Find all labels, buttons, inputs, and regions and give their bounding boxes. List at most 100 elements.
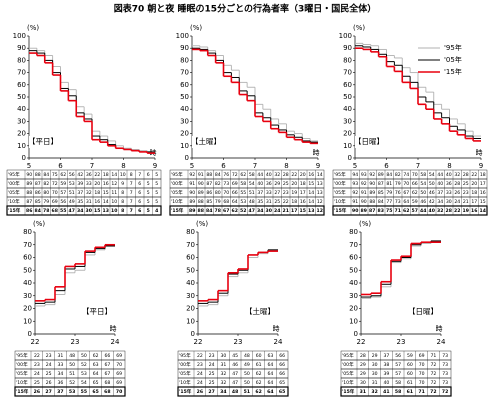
table-cell: 5 xyxy=(155,181,158,187)
x-tick-label: 22 xyxy=(31,338,40,346)
table-cell: 14 xyxy=(103,199,109,205)
table-cell: 92 xyxy=(189,172,195,178)
table-cell: 62 xyxy=(403,208,409,214)
table-row-label: '15年 xyxy=(179,388,192,395)
table-row xyxy=(169,205,325,216)
table-cell: 90 xyxy=(198,181,204,187)
table-cell: 38 xyxy=(383,362,389,368)
y-tick-label: 40 xyxy=(343,105,352,113)
table-cell: 78 xyxy=(215,208,221,214)
table-cell: 33 xyxy=(446,190,452,196)
table-cell: 15 xyxy=(103,190,109,196)
table-cell: 16 xyxy=(94,199,100,205)
table-cell: 87 xyxy=(206,181,212,187)
table-cell: 86 xyxy=(206,190,212,196)
table-cell: 86 xyxy=(26,208,32,214)
table-cell: 88 xyxy=(35,172,41,178)
y-axis-label: (%) xyxy=(359,220,371,228)
table-cell: 62 xyxy=(240,172,246,178)
table-cell: 76 xyxy=(223,172,229,178)
y-tick-label: 90 xyxy=(343,44,352,52)
y-tick-label: 100 xyxy=(339,32,352,40)
table-cell: 93 xyxy=(352,181,358,187)
table-cell: 69 xyxy=(116,371,122,377)
table-cell: 44 xyxy=(437,172,443,178)
table-cell: 10 xyxy=(120,172,126,178)
table-cell: 65 xyxy=(92,389,98,395)
table-cell: 5 xyxy=(147,199,150,205)
table-cell: 90 xyxy=(361,199,367,205)
table-cell: 32 xyxy=(274,172,280,178)
x-tick-label: 6 xyxy=(58,162,63,170)
table-cell: 89 xyxy=(378,172,384,178)
table-cell: 84 xyxy=(35,208,41,214)
table-cell: 29 xyxy=(372,353,378,359)
table-row-label: '05年 xyxy=(8,189,20,196)
y-tick-label: 30 xyxy=(349,292,358,300)
table-cell: 28 xyxy=(446,208,452,214)
table-cell: 64 xyxy=(232,199,238,205)
table-row-label: '95年 xyxy=(342,352,354,359)
table-cell: 24 xyxy=(274,208,280,214)
table-cell: 30 xyxy=(372,362,378,368)
table-cell: 70 xyxy=(223,190,229,196)
table-cell: 73 xyxy=(395,199,401,205)
table-cell: 40 xyxy=(437,181,443,187)
table-cell: 42 xyxy=(77,172,83,178)
table-cell: 41 xyxy=(383,389,389,395)
table-cell: 62 xyxy=(255,389,261,395)
table-cell: 30 xyxy=(86,208,92,214)
table-cell: 85 xyxy=(378,190,384,196)
table-cell: 79 xyxy=(43,199,49,205)
y-tick-label: 50 xyxy=(186,266,195,274)
table-cell: 53 xyxy=(69,181,75,187)
table-row-label: '10年 xyxy=(334,198,346,205)
table-cell: 7 xyxy=(130,190,133,196)
table-cell: 50 xyxy=(420,190,426,196)
table-cell: 90 xyxy=(26,172,32,178)
table-cell: 66 xyxy=(412,181,418,187)
table-cell: 66 xyxy=(232,190,238,196)
table-cell: 7 xyxy=(138,172,141,178)
y-tick-label: 10 xyxy=(180,142,189,150)
x-axis-label: 時 xyxy=(273,325,280,333)
y-tick-label: 30 xyxy=(343,117,352,125)
y-tick-label: 0 xyxy=(185,154,189,162)
table-cell: 85 xyxy=(35,199,41,205)
table-cell: 73 xyxy=(223,181,229,187)
table-cell: 30 xyxy=(266,208,272,214)
table-cell: 57 xyxy=(412,208,418,214)
table-cell: 60 xyxy=(407,371,413,377)
table-cell: 16 xyxy=(300,199,306,205)
y-tick-label: 80 xyxy=(180,56,189,64)
x-axis-label: 時 xyxy=(313,149,320,157)
x-tick-label: 22 xyxy=(194,338,203,346)
table-cell: 18 xyxy=(103,172,109,178)
table-cell: 23 xyxy=(46,353,52,359)
table-cell: 27 xyxy=(274,190,280,196)
y-tick-label: 50 xyxy=(349,266,358,274)
table-cell: 70 xyxy=(419,371,425,377)
table-cell: 25 xyxy=(209,371,215,377)
table-cell: 48 xyxy=(69,353,75,359)
y-axis-label: (%) xyxy=(196,220,208,228)
table-cell: 50 xyxy=(429,181,435,187)
y-tick-label: 80 xyxy=(23,228,32,236)
table-cell: 13 xyxy=(317,181,323,187)
x-tick-label: 24 xyxy=(437,338,446,346)
table-cell: 87 xyxy=(35,181,41,187)
table-cell: 62 xyxy=(93,353,99,359)
table-cell: 31 xyxy=(360,389,366,395)
table-cell: 25 xyxy=(463,181,469,187)
table-cell: 66 xyxy=(279,353,285,359)
table-cell: 11 xyxy=(111,190,117,196)
y-tick-label: 0 xyxy=(354,330,358,338)
y-tick-label: 40 xyxy=(23,279,32,287)
table-cell: 51 xyxy=(69,190,75,196)
table-cell: 93 xyxy=(361,172,367,178)
table-cell: 33 xyxy=(86,181,92,187)
table-cell: 64 xyxy=(267,371,273,377)
table-cell: 56 xyxy=(69,172,75,178)
table-cell: 53 xyxy=(81,371,87,377)
table-row xyxy=(14,386,126,397)
